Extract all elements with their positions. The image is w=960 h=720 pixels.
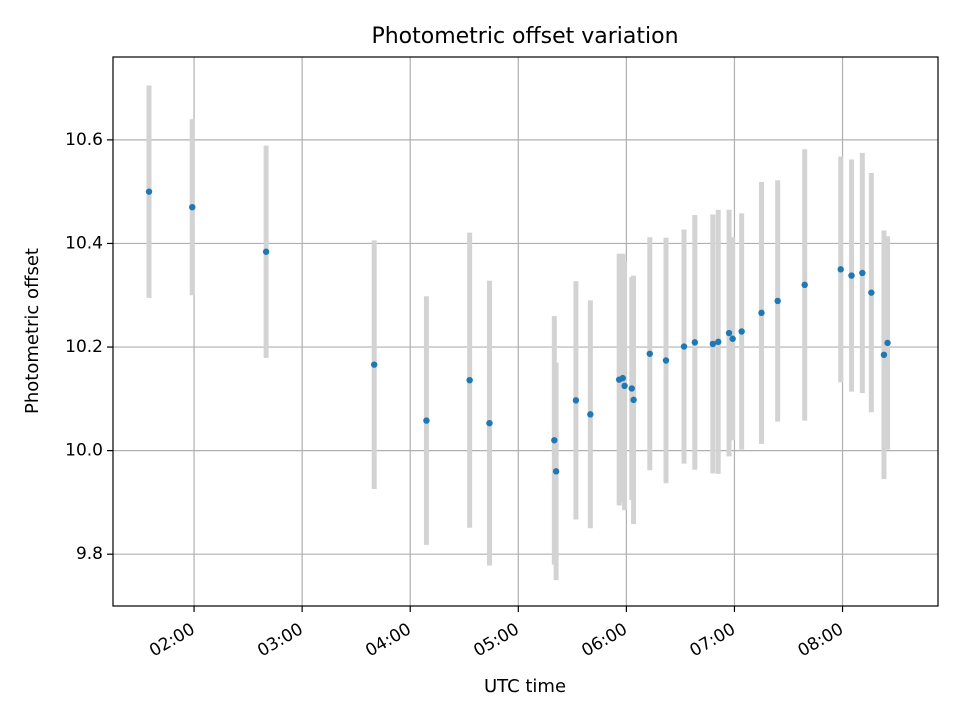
data-point (880, 351, 888, 359)
y-tick-label: 10.6 (65, 130, 103, 150)
data-point (145, 188, 153, 195)
data-point (370, 361, 378, 368)
data-point (859, 269, 866, 277)
data-point (486, 419, 493, 427)
data-point (691, 339, 699, 346)
data-point (262, 248, 270, 255)
data-point (628, 385, 635, 392)
data-point (680, 343, 688, 350)
data-point (884, 339, 891, 347)
chart-title: Photometric offset variation (371, 24, 678, 49)
data-point (738, 328, 745, 335)
data-point (758, 309, 765, 317)
data-point (725, 329, 733, 337)
y-tick-label: 10.4 (65, 233, 103, 253)
data-point (630, 396, 637, 404)
data-point (715, 338, 722, 346)
y-tick-label: 10.2 (65, 337, 103, 357)
data-point (423, 417, 430, 424)
data-point (801, 281, 808, 289)
data-point (551, 437, 558, 444)
x-axis-label: UTC time (484, 676, 566, 697)
data-point (466, 376, 473, 384)
data-point (729, 335, 736, 342)
data-point (848, 272, 855, 279)
data-point (189, 203, 196, 211)
data-point (619, 374, 626, 382)
data-point (572, 397, 580, 404)
data-point (621, 382, 628, 390)
y-axis-ticks: 9.8 10.0 10.2 10.4 10.6 (65, 130, 113, 564)
data-point (837, 266, 844, 273)
data-point (774, 297, 781, 305)
y-axis-label: Photometric offset (22, 248, 43, 414)
data-point (646, 350, 653, 357)
plot-frame (112, 56, 939, 607)
data-point (662, 357, 670, 364)
data-point (587, 411, 594, 418)
y-tick-label: 10.0 (65, 441, 103, 461)
data-point (868, 289, 875, 296)
data-point (552, 468, 560, 475)
data-point (709, 340, 717, 348)
y-tick-label: 9.8 (76, 544, 103, 564)
data-points (145, 188, 891, 475)
